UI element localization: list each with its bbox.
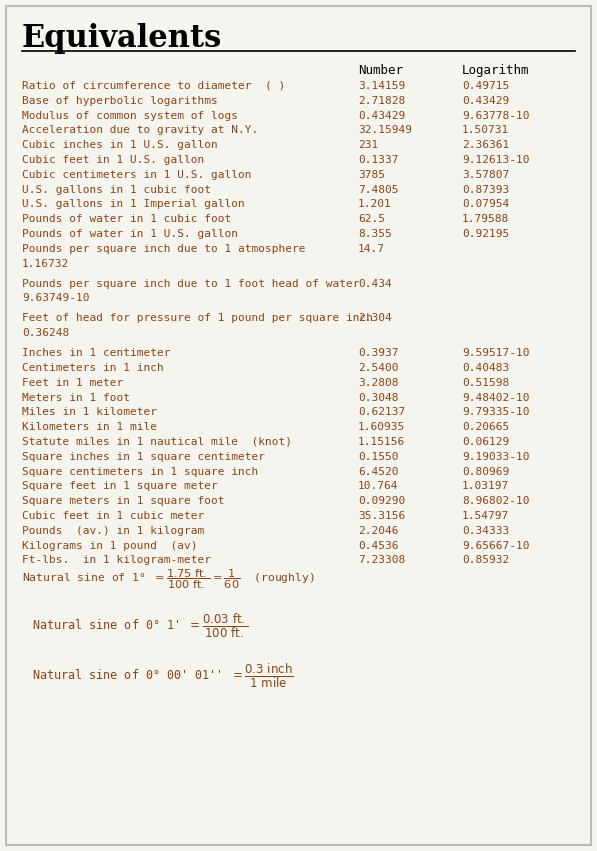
- Text: 9.63778-10: 9.63778-10: [462, 111, 530, 121]
- Text: 0.06129: 0.06129: [462, 437, 509, 447]
- Text: 0.36248: 0.36248: [22, 328, 69, 338]
- Text: 9.63749-10: 9.63749-10: [22, 294, 90, 303]
- Text: 0.434: 0.434: [358, 278, 392, 288]
- Text: 10.764: 10.764: [358, 482, 399, 491]
- Text: 9.12613-10: 9.12613-10: [462, 155, 530, 165]
- Text: 1.03197: 1.03197: [462, 482, 509, 491]
- Text: 3785: 3785: [358, 170, 385, 180]
- Text: 0.07954: 0.07954: [462, 199, 509, 209]
- Text: 1.50731: 1.50731: [462, 125, 509, 135]
- Text: 14.7: 14.7: [358, 243, 385, 254]
- Text: 0.09290: 0.09290: [358, 496, 405, 506]
- Text: 1.54797: 1.54797: [462, 511, 509, 521]
- Text: U.S. gallons in 1 cubic foot: U.S. gallons in 1 cubic foot: [22, 185, 211, 195]
- Text: 0.1337: 0.1337: [358, 155, 399, 165]
- Text: 0.40483: 0.40483: [462, 363, 509, 373]
- Text: 9.59517-10: 9.59517-10: [462, 348, 530, 358]
- Text: 9.19033-10: 9.19033-10: [462, 452, 530, 462]
- Text: 0.51598: 0.51598: [462, 378, 509, 388]
- Text: 0.3937: 0.3937: [358, 348, 399, 358]
- Text: Cubic inches in 1 U.S. gallon: Cubic inches in 1 U.S. gallon: [22, 140, 218, 150]
- Text: 7.23308: 7.23308: [358, 556, 405, 565]
- Text: 35.3156: 35.3156: [358, 511, 405, 521]
- Text: 3.2808: 3.2808: [358, 378, 399, 388]
- Text: Kilometers in 1 mile: Kilometers in 1 mile: [22, 422, 157, 432]
- Text: 0.3048: 0.3048: [358, 392, 399, 403]
- Text: 6.4520: 6.4520: [358, 466, 399, 477]
- Text: Cubic feet in 1 cubic meter: Cubic feet in 1 cubic meter: [22, 511, 204, 521]
- Text: Natural sine of 1° $=\dfrac{1.75\ \mathrm{ft.}}{100\ \mathrm{ft.}}=\dfrac{1}{60}: Natural sine of 1° $=\dfrac{1.75\ \mathr…: [22, 568, 315, 591]
- Text: 0.62137: 0.62137: [358, 408, 405, 417]
- Text: 0.49715: 0.49715: [462, 81, 509, 91]
- Text: Natural sine of 0° 00' 01'' $=\dfrac{0.3\ \mathrm{inch}}{1\ \mathrm{mile}}$: Natural sine of 0° 00' 01'' $=\dfrac{0.3…: [32, 662, 294, 689]
- Text: Square meters in 1 square foot: Square meters in 1 square foot: [22, 496, 224, 506]
- Text: Ft-lbs.  in 1 kilogram-meter: Ft-lbs. in 1 kilogram-meter: [22, 556, 211, 565]
- Text: Feet of head for pressure of 1 pound per square inch: Feet of head for pressure of 1 pound per…: [22, 313, 373, 323]
- Text: Acceleration due to gravity at N.Y.: Acceleration due to gravity at N.Y.: [22, 125, 259, 135]
- Text: Miles in 1 kilometer: Miles in 1 kilometer: [22, 408, 157, 417]
- Text: 0.43429: 0.43429: [462, 96, 509, 106]
- Text: 62.5: 62.5: [358, 214, 385, 224]
- Text: Natural sine of 0° 1' $=\dfrac{0.03\ \mathrm{ft.}}{100\ \mathrm{ft.}}$: Natural sine of 0° 1' $=\dfrac{0.03\ \ma…: [32, 612, 249, 640]
- Text: 2.71828: 2.71828: [358, 96, 405, 106]
- Text: Square feet in 1 square meter: Square feet in 1 square meter: [22, 482, 218, 491]
- Text: 9.79335-10: 9.79335-10: [462, 408, 530, 417]
- Text: 32.15949: 32.15949: [358, 125, 412, 135]
- Text: 1.15156: 1.15156: [358, 437, 405, 447]
- Text: 0.34333: 0.34333: [462, 526, 509, 536]
- Text: Modulus of common system of logs: Modulus of common system of logs: [22, 111, 238, 121]
- Text: 0.20665: 0.20665: [462, 422, 509, 432]
- Text: 3.57807: 3.57807: [462, 170, 509, 180]
- Text: 8.96802-10: 8.96802-10: [462, 496, 530, 506]
- Text: 8.355: 8.355: [358, 229, 392, 239]
- Text: 0.1550: 0.1550: [358, 452, 399, 462]
- Text: 3.14159: 3.14159: [358, 81, 405, 91]
- Text: 2.2046: 2.2046: [358, 526, 399, 536]
- Text: 7.4805: 7.4805: [358, 185, 399, 195]
- Text: Square centimeters in 1 square inch: Square centimeters in 1 square inch: [22, 466, 259, 477]
- Text: Square inches in 1 square centimeter: Square inches in 1 square centimeter: [22, 452, 265, 462]
- Text: Inches in 1 centimeter: Inches in 1 centimeter: [22, 348, 171, 358]
- Text: Number: Number: [358, 64, 403, 77]
- Text: 9.48402-10: 9.48402-10: [462, 392, 530, 403]
- Text: 2.304: 2.304: [358, 313, 392, 323]
- Text: 0.85932: 0.85932: [462, 556, 509, 565]
- Text: Equivalents: Equivalents: [22, 23, 222, 54]
- Text: Cubic feet in 1 U.S. gallon: Cubic feet in 1 U.S. gallon: [22, 155, 204, 165]
- Text: Centimeters in 1 inch: Centimeters in 1 inch: [22, 363, 164, 373]
- Text: Cubic centimeters in 1 U.S. gallon: Cubic centimeters in 1 U.S. gallon: [22, 170, 251, 180]
- Text: Pounds per square inch due to 1 foot head of water: Pounds per square inch due to 1 foot hea…: [22, 278, 359, 288]
- Text: U.S. gallons in 1 Imperial gallon: U.S. gallons in 1 Imperial gallon: [22, 199, 245, 209]
- Text: Feet in 1 meter: Feet in 1 meter: [22, 378, 123, 388]
- Text: Pounds of water in 1 cubic foot: Pounds of water in 1 cubic foot: [22, 214, 231, 224]
- Text: Meters in 1 foot: Meters in 1 foot: [22, 392, 130, 403]
- Text: 0.87393: 0.87393: [462, 185, 509, 195]
- Text: 1.79588: 1.79588: [462, 214, 509, 224]
- Text: Logarithm: Logarithm: [462, 64, 530, 77]
- Text: Pounds  (av.) in 1 kilogram: Pounds (av.) in 1 kilogram: [22, 526, 204, 536]
- Text: 231: 231: [358, 140, 378, 150]
- Text: 2.5400: 2.5400: [358, 363, 399, 373]
- Text: Statute miles in 1 nautical mile  (knot): Statute miles in 1 nautical mile (knot): [22, 437, 292, 447]
- Text: 0.80969: 0.80969: [462, 466, 509, 477]
- Text: 1.16732: 1.16732: [22, 259, 69, 269]
- Text: Ratio of circumference to diameter  ( ): Ratio of circumference to diameter ( ): [22, 81, 285, 91]
- Text: Pounds per square inch due to 1 atmosphere: Pounds per square inch due to 1 atmosphe…: [22, 243, 306, 254]
- Text: 0.43429: 0.43429: [358, 111, 405, 121]
- Text: Kilograms in 1 pound  (av): Kilograms in 1 pound (av): [22, 540, 198, 551]
- Text: 9.65667-10: 9.65667-10: [462, 540, 530, 551]
- Text: 2.36361: 2.36361: [462, 140, 509, 150]
- Text: Pounds of water in 1 U.S. gallon: Pounds of water in 1 U.S. gallon: [22, 229, 238, 239]
- Text: Base of hyperbolic logarithms: Base of hyperbolic logarithms: [22, 96, 218, 106]
- Text: 0.4536: 0.4536: [358, 540, 399, 551]
- Text: 1.201: 1.201: [358, 199, 392, 209]
- Text: 1.60935: 1.60935: [358, 422, 405, 432]
- Text: 0.92195: 0.92195: [462, 229, 509, 239]
